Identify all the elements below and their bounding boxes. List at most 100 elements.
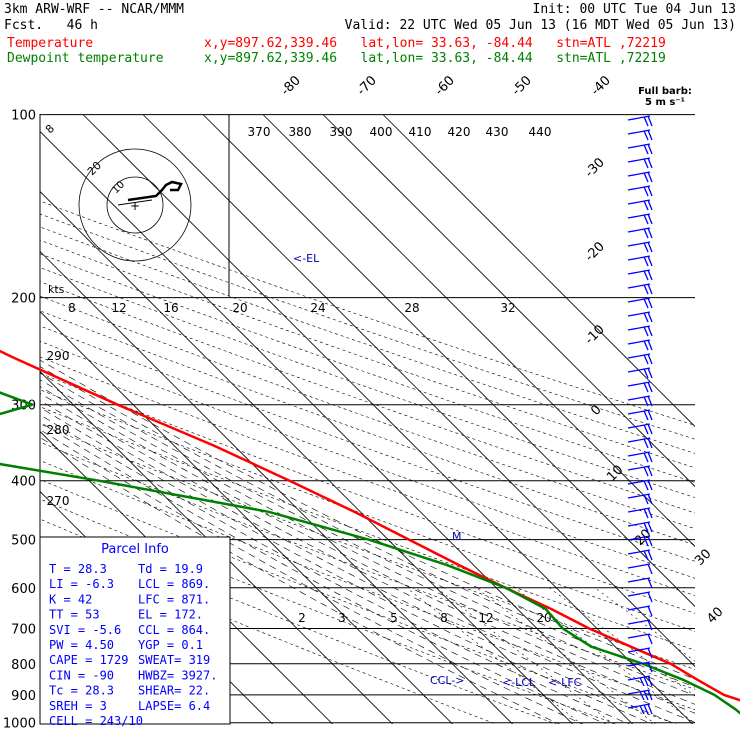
hodograph-unit: kts	[48, 283, 65, 296]
el-marker: <-EL	[293, 252, 320, 265]
potential-temp-label: 440	[529, 125, 552, 139]
dry-adiabat	[40, 310, 695, 546]
wind-barb-staff	[627, 199, 651, 205]
temperature-legend-label: Temperature	[7, 36, 94, 51]
wind-barb-icon	[627, 577, 653, 589]
parcel-info-box: Parcel Info T = 28.3 Td = 19.9 LI = -6.3 LCL…	[39, 536, 231, 728]
wind-barb-flag	[647, 185, 653, 197]
wind-barb-flag	[647, 605, 653, 617]
wind-barb-flag	[647, 171, 653, 183]
dry-adiabat	[40, 356, 695, 596]
wind-barb-icon	[627, 591, 653, 603]
wind-barb-flag	[643, 452, 649, 463]
temperature-legend-info: x,y=897.62,339.46 lat,lon= 33.63, -84.44…	[204, 36, 666, 51]
wind-barb-flag	[647, 507, 653, 519]
parcel-stat-left: PW = 4.50	[49, 638, 114, 652]
mixing-ratio-label: 3	[338, 611, 346, 625]
isotherm-line	[40, 190, 574, 724]
wind-barb-flag	[647, 549, 653, 561]
wind-barb-flag	[643, 172, 649, 183]
hodograph-speed-label: 12	[111, 301, 126, 315]
mixing-ratio-label: 5	[390, 611, 398, 625]
isotherm-line	[142, 114, 695, 668]
wind-barb-flag	[647, 213, 653, 225]
wind-barb-flag	[643, 382, 649, 393]
parcel-stat-right: LAPSE= 6.4	[138, 699, 210, 713]
wind-barb-flag	[639, 677, 645, 687]
parcel-stat-right: HWBZ= 3927.	[138, 668, 217, 682]
wind-barb-flag	[643, 298, 649, 309]
wind-barb-flag	[639, 691, 645, 701]
mixing-ratio-line	[406, 587, 582, 724]
dry-adiabat	[40, 479, 677, 724]
wind-barb-icon	[627, 353, 653, 365]
wind-barb-flag	[647, 339, 653, 351]
wind-barb-flag	[647, 255, 653, 267]
wind-barb-flag	[643, 270, 649, 281]
wind-barb-icon	[627, 367, 653, 379]
potential-temp-label: 410	[409, 125, 432, 139]
wind-barb-icon	[627, 269, 653, 281]
wind-barb-flag	[643, 158, 649, 169]
hodograph-ring	[78, 148, 192, 262]
wind-barb-flag	[647, 451, 653, 463]
wind-barb-flag	[647, 703, 653, 715]
pressure-tick-label: 1000	[3, 717, 36, 732]
moist-adiabat	[40, 437, 560, 724]
wind-barb-icon	[627, 325, 653, 337]
dry-adiabat	[40, 372, 695, 614]
wind-barb-flag	[647, 269, 653, 281]
isotherm-label: -20	[582, 239, 608, 265]
wind-barb-staff	[627, 689, 651, 695]
dewpoint-legend-label: Dewpoint temperature	[7, 51, 164, 66]
wind-barb-icon	[627, 675, 653, 687]
hodograph-trace	[127, 180, 183, 202]
wind-barb-staff	[627, 255, 651, 261]
wind-barb-staff	[627, 171, 651, 177]
wind-barb-flag	[647, 241, 653, 253]
wind-barb-icon	[627, 451, 653, 463]
hodograph-speed-label: 32	[500, 301, 515, 315]
wind-barb-flag	[643, 354, 649, 365]
wind-barb-flag	[643, 368, 649, 379]
wind-barb-flag	[647, 409, 653, 421]
wind-barb-icon	[627, 395, 653, 407]
wind-barb-icon	[627, 283, 653, 295]
wind-barb-flag	[643, 480, 649, 491]
wind-barb-staff	[627, 521, 651, 527]
wind-barb-icon	[627, 115, 653, 127]
mixing-ratio-label: 12	[478, 611, 493, 625]
potential-temp-label: 290	[47, 349, 70, 363]
wind-barb-flag	[643, 396, 649, 407]
lfc-marker: <-LFC	[548, 676, 582, 689]
wind-barb-icon	[627, 143, 653, 155]
wind-barb-flag	[643, 424, 649, 435]
wind-barb-flag	[643, 144, 649, 155]
isotherm-line	[322, 114, 695, 488]
wind-barb-flag	[643, 704, 649, 715]
moist-adiabat	[40, 399, 677, 724]
mixing-ratio-line	[476, 587, 656, 724]
wind-barb-staff	[627, 325, 651, 331]
wind-barb-flag	[647, 115, 653, 127]
wind-barb-flag	[647, 325, 653, 337]
wind-barb-staff	[627, 353, 651, 359]
wind-barb-icon	[627, 633, 653, 645]
wind-barb-staff	[627, 339, 651, 345]
wind-barb-staff	[627, 451, 651, 457]
wind-barb-flag	[647, 521, 653, 533]
wind-barb-icon	[627, 185, 653, 197]
wind-barb-flag	[647, 563, 653, 575]
wind-barb-staff	[627, 633, 651, 639]
mixing-ratio-lines	[406, 587, 695, 724]
parcel-stat-right: Td = 19.9	[138, 562, 203, 576]
wind-barb-flag	[647, 227, 653, 239]
wind-barb-flag	[647, 395, 653, 407]
parcel-stat-right: LFC = 871.	[138, 592, 210, 606]
isotherm-line	[40, 130, 634, 724]
moist-adiabat	[40, 407, 654, 724]
parcel-stat-left: CELL = 243/10	[49, 714, 143, 728]
pressure-tick-label: 100	[11, 109, 36, 124]
wind-barb-flag	[643, 536, 649, 547]
